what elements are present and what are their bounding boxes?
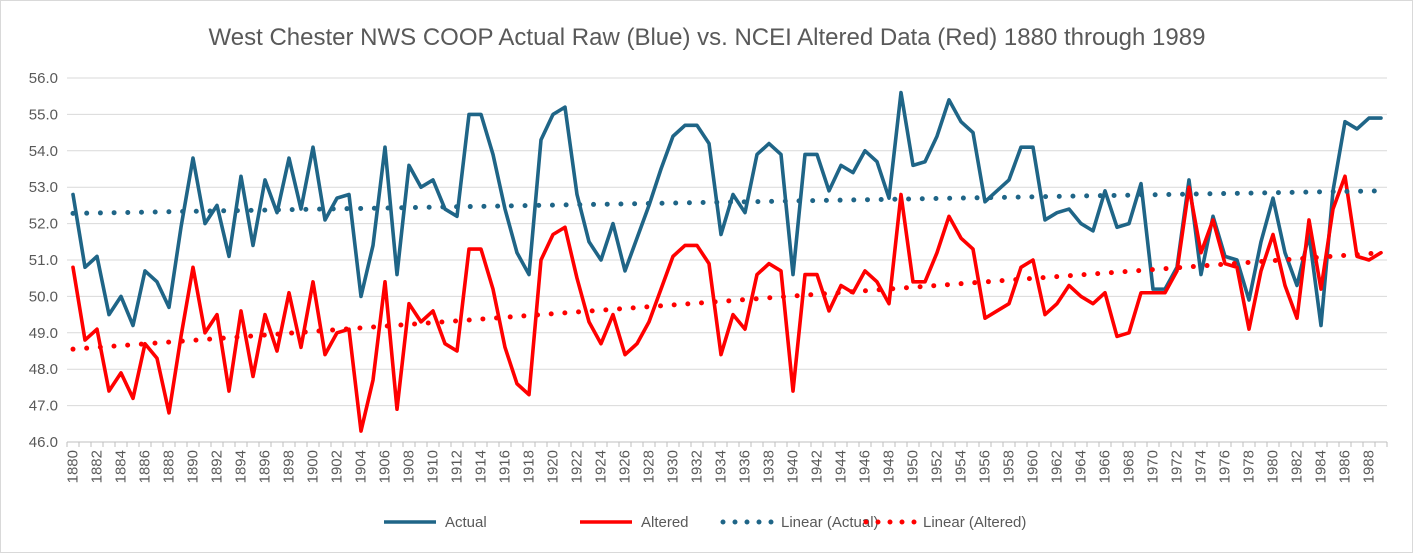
y-tick-label: 49.0 [29, 325, 58, 342]
x-tick-label: 1946 [857, 450, 874, 483]
x-tick-label: 1940 [785, 450, 802, 483]
x-tick-label: 1880 [65, 450, 82, 483]
x-tick-label: 1896 [257, 450, 274, 483]
chart-title: West Chester NWS COOP Actual Raw (Blue) … [209, 24, 1206, 51]
x-tick-label: 1956 [977, 450, 994, 483]
x-tick-label: 1902 [329, 450, 346, 483]
x-tick-label: 1886 [137, 450, 154, 483]
x-tick-label: 1968 [1121, 450, 1138, 483]
x-tick-label: 1984 [1313, 450, 1330, 483]
x-tick-label: 1884 [113, 450, 130, 483]
x-tick-label: 1892 [209, 450, 226, 483]
x-tick-label: 1926 [617, 450, 634, 483]
x-tick-label: 1966 [1097, 450, 1114, 483]
x-tick-label: 1918 [521, 450, 538, 483]
x-tick-label: 1932 [689, 450, 706, 483]
y-axis: 46.0 47.0 48.0 49.0 50.0 51.0 52.0 53.0 54.0 55.0… [29, 70, 58, 451]
x-tick-label: 1924 [593, 450, 610, 483]
y-tick-label: 52.0 [29, 216, 58, 233]
gridlines [67, 77, 1387, 443]
plot-area [70, 90, 1384, 433]
legend-item: Altered [580, 514, 689, 531]
y-tick-label: 50.0 [29, 288, 58, 305]
legend-label: Linear (Altered) [923, 514, 1026, 531]
x-tick-label: 1908 [401, 450, 418, 483]
x-tick-label: 1952 [929, 450, 946, 483]
x-tick-label: 1904 [353, 450, 370, 483]
x-tick-label: 1954 [953, 450, 970, 483]
y-tick-label: 54.0 [29, 143, 58, 160]
x-tick-label: 1980 [1265, 450, 1282, 483]
y-tick-label: 51.0 [29, 252, 58, 269]
x-tick-label: 1988 [1361, 450, 1378, 483]
series-line-actual [71, 90, 1383, 328]
x-tick-label: 1974 [1193, 450, 1210, 483]
legend-label: Actual [445, 514, 487, 531]
x-axis: 1880 1882 1884 1886 1888 1890 1892 1894 1896 1898… [65, 441, 1388, 483]
y-tick-label: 53.0 [29, 179, 58, 196]
x-tick-label: 1960 [1025, 450, 1042, 483]
legend: Actual Altered Linear (Actual) Linear (Alte… [384, 514, 1026, 531]
x-tick-label: 1934 [713, 450, 730, 483]
legend-label: Linear (Actual) [781, 514, 879, 531]
x-tick-label: 1912 [449, 450, 466, 483]
x-tick-label: 1942 [809, 450, 826, 483]
y-tick-label: 47.0 [29, 398, 58, 415]
legend-item: Linear (Actual) [720, 514, 879, 531]
x-tick-label: 1894 [233, 450, 250, 483]
y-tick-label: 48.0 [29, 361, 58, 378]
legend-item: Linear (Altered) [863, 514, 1026, 531]
x-tick-label: 1958 [1001, 450, 1018, 483]
y-tick-label: 55.0 [29, 106, 58, 123]
x-tick-label: 1920 [545, 450, 562, 483]
x-tick-label: 1986 [1337, 450, 1354, 483]
x-tick-label: 1900 [305, 450, 322, 483]
x-tick-label: 1964 [1073, 450, 1090, 483]
x-tick-label: 1972 [1169, 450, 1186, 483]
series-line-linear-altered [70, 250, 1384, 352]
legend-item: Actual [384, 514, 487, 531]
x-tick-label: 1930 [665, 450, 682, 483]
x-tick-label: 1898 [281, 450, 298, 483]
series-line-linear-actual [70, 188, 1384, 216]
x-tick-label: 1882 [89, 450, 106, 483]
y-tick-label: 56.0 [29, 70, 58, 87]
x-tick-label: 1950 [905, 450, 922, 483]
x-tick-label: 1922 [569, 450, 586, 483]
x-tick-label: 1928 [641, 450, 658, 483]
x-tick-label: 1976 [1217, 450, 1234, 483]
x-tick-label: 1890 [185, 450, 202, 483]
x-tick-label: 1982 [1289, 450, 1306, 483]
x-tick-label: 1936 [737, 450, 754, 483]
x-tick-label: 1914 [473, 450, 490, 483]
x-tick-label: 1888 [161, 450, 178, 483]
series-line-altered [71, 174, 1383, 433]
y-tick-label: 46.0 [29, 434, 58, 451]
x-tick-label: 1944 [833, 450, 850, 483]
x-tick-label: 1970 [1145, 450, 1162, 483]
x-tick-label: 1906 [377, 450, 394, 483]
x-tick-label: 1948 [881, 450, 898, 483]
x-tick-label: 1916 [497, 450, 514, 483]
x-tick-label: 1910 [425, 450, 442, 483]
x-tick-label: 1978 [1241, 450, 1258, 483]
x-tick-label: 1962 [1049, 450, 1066, 483]
x-tick-label: 1938 [761, 450, 778, 483]
legend-label: Altered [641, 514, 689, 531]
